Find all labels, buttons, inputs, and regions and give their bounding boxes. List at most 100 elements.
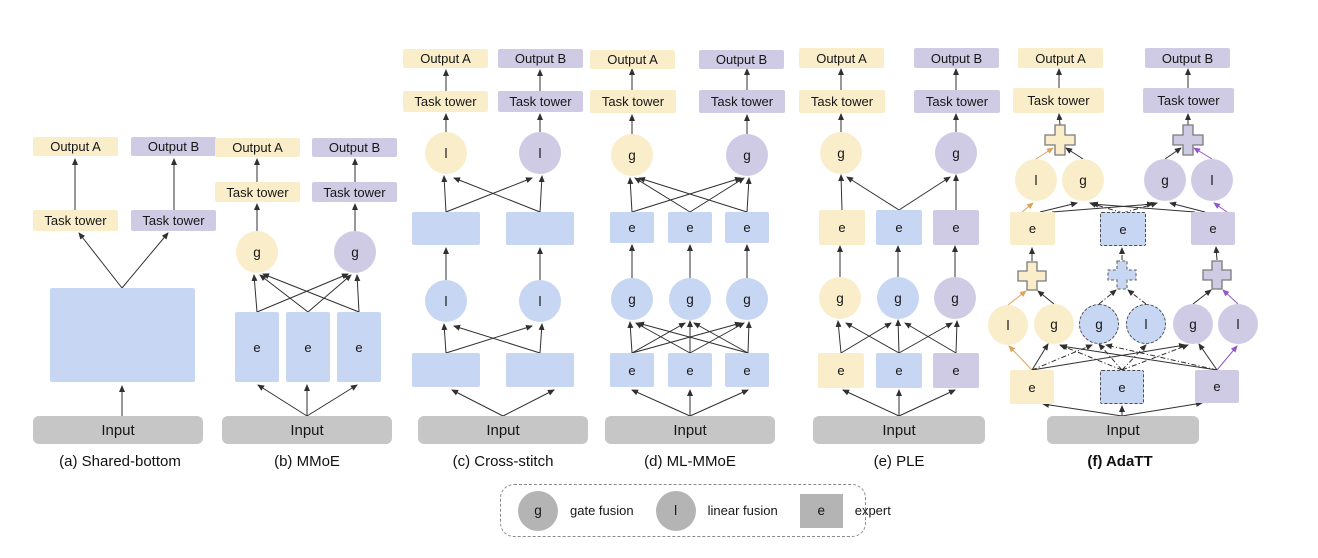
e-task-tower-b: Task tower <box>914 90 1000 113</box>
f-task-tower-a: Task tower <box>1013 88 1104 113</box>
c-input: Input <box>418 416 588 444</box>
b-expert-3: e <box>337 312 381 382</box>
c-task-tower-b: Task tower <box>498 91 583 112</box>
c-linear-a-bottom: l <box>425 280 467 322</box>
f-linear-a-bottom: l <box>988 305 1028 345</box>
f-expert-a-bottom: e <box>1010 370 1054 404</box>
f-gate-a-bottom: g <box>1034 304 1074 344</box>
e-output-a: Output A <box>799 48 884 68</box>
f-sum-b-bottom <box>1202 260 1232 290</box>
e-expert-bottom-shared: e <box>876 353 922 388</box>
caption-b: (b) MMoE <box>274 453 340 470</box>
c-linear-b-top: l <box>519 132 561 174</box>
e-gate-bottom-a: g <box>819 277 861 319</box>
a-shared-bottom-block <box>50 288 195 382</box>
d-gate-bottom-2: g <box>669 278 711 320</box>
d-gate-bottom-1: g <box>611 278 653 320</box>
d-gate-a: g <box>611 134 653 176</box>
d-expert-top-3: e <box>725 212 769 243</box>
f-expert-shared-bottom: e <box>1100 370 1144 404</box>
e-expert-bottom-a: e <box>818 353 864 388</box>
e-task-tower-a: Task tower <box>799 90 885 113</box>
e-input: Input <box>813 416 985 444</box>
a-output-b: Output B <box>131 137 216 156</box>
f-output-b: Output B <box>1145 48 1230 68</box>
caption-f: (f) AdaTT <box>1087 453 1153 470</box>
d-output-b: Output B <box>699 50 784 69</box>
e-expert-top-a: e <box>819 210 865 245</box>
f-sum-shared-bottom <box>1107 260 1137 290</box>
f-linear-b-bottom: l <box>1218 304 1258 344</box>
f-expert-a-top: e <box>1010 212 1055 245</box>
f-task-tower-b: Task tower <box>1143 88 1234 113</box>
e-expert-top-b: e <box>933 210 979 245</box>
f-gate-a-top: g <box>1062 159 1104 201</box>
a-input: Input <box>33 416 203 444</box>
expert-icon: e <box>799 493 843 528</box>
e-expert-bottom-b: e <box>933 353 979 388</box>
c-layer1-a <box>412 353 480 387</box>
a-output-a: Output A <box>33 137 118 156</box>
f-expert-shared-top: e <box>1100 212 1146 246</box>
d-gate-bottom-3: g <box>726 278 768 320</box>
f-expert-b-top: e <box>1191 212 1235 245</box>
f-input: Input <box>1047 416 1199 444</box>
c-linear-b-bottom: l <box>519 280 561 322</box>
c-layer1-b <box>506 353 574 387</box>
d-expert-top-2: e <box>668 212 712 243</box>
b-gate-b: g <box>334 231 376 273</box>
legend-item-gate-fusion: g gate fusion <box>518 490 656 531</box>
e-expert-top-shared: e <box>876 210 922 245</box>
f-output-a: Output A <box>1018 48 1103 68</box>
f-linear-a-top: l <box>1015 159 1057 201</box>
linear-fusion-label: linear fusion <box>707 503 778 518</box>
b-input: Input <box>222 416 392 444</box>
e-gate-b: g <box>935 132 977 174</box>
caption-c: (c) Cross-stitch <box>452 453 554 470</box>
f-linear-shared-bottom: l <box>1126 304 1166 344</box>
d-expert-bottom-3: e <box>725 353 769 387</box>
f-linear-b-top: l <box>1191 159 1233 201</box>
legend-item-expert: e expert <box>799 493 913 528</box>
c-task-tower-a: Task tower <box>403 91 488 112</box>
b-output-b: Output B <box>312 138 397 157</box>
caption-e: (e) PLE <box>873 453 925 470</box>
legend-item-linear-fusion: l linear fusion <box>655 490 800 531</box>
f-expert-b-bottom: e <box>1195 370 1239 403</box>
expert-label: expert <box>854 503 891 518</box>
d-input: Input <box>605 416 775 444</box>
f-sum-a-top <box>1044 124 1076 156</box>
b-task-tower-b: Task tower <box>312 182 397 202</box>
gate-fusion-label: gate fusion <box>570 503 634 518</box>
f-gate-shared-bottom: g <box>1079 304 1119 344</box>
e-gate-bottom-b: g <box>934 277 976 319</box>
caption-a: (a) Shared-bottom <box>59 453 181 470</box>
c-output-b: Output B <box>498 49 583 68</box>
e-output-b: Output B <box>914 48 999 68</box>
linear-fusion-icon: l <box>655 490 696 531</box>
b-expert-1: e <box>235 312 279 382</box>
a-task-tower-b: Task tower <box>131 210 216 231</box>
d-expert-bottom-1: e <box>610 353 654 387</box>
c-output-a: Output A <box>403 49 488 68</box>
f-gate-b-bottom: g <box>1173 304 1213 344</box>
c-layer2-a <box>412 212 480 245</box>
d-gate-b: g <box>726 134 768 176</box>
f-sum-b-top <box>1172 124 1204 156</box>
d-task-tower-b: Task tower <box>699 90 785 113</box>
b-task-tower-a: Task tower <box>215 182 300 202</box>
legend: g gate fusion l linear fusion e expert <box>500 484 891 537</box>
b-output-a: Output A <box>215 138 300 157</box>
d-output-a: Output A <box>590 50 675 69</box>
gate-fusion-icon: g <box>518 490 558 531</box>
d-task-tower-a: Task tower <box>590 90 676 113</box>
b-expert-2: e <box>286 312 330 382</box>
b-gate-a: g <box>236 231 278 273</box>
c-linear-a-top: l <box>425 132 467 174</box>
e-gate-a: g <box>820 132 862 174</box>
a-task-tower-a: Task tower <box>33 210 118 231</box>
caption-d: (d) ML-MMoE <box>644 453 736 470</box>
